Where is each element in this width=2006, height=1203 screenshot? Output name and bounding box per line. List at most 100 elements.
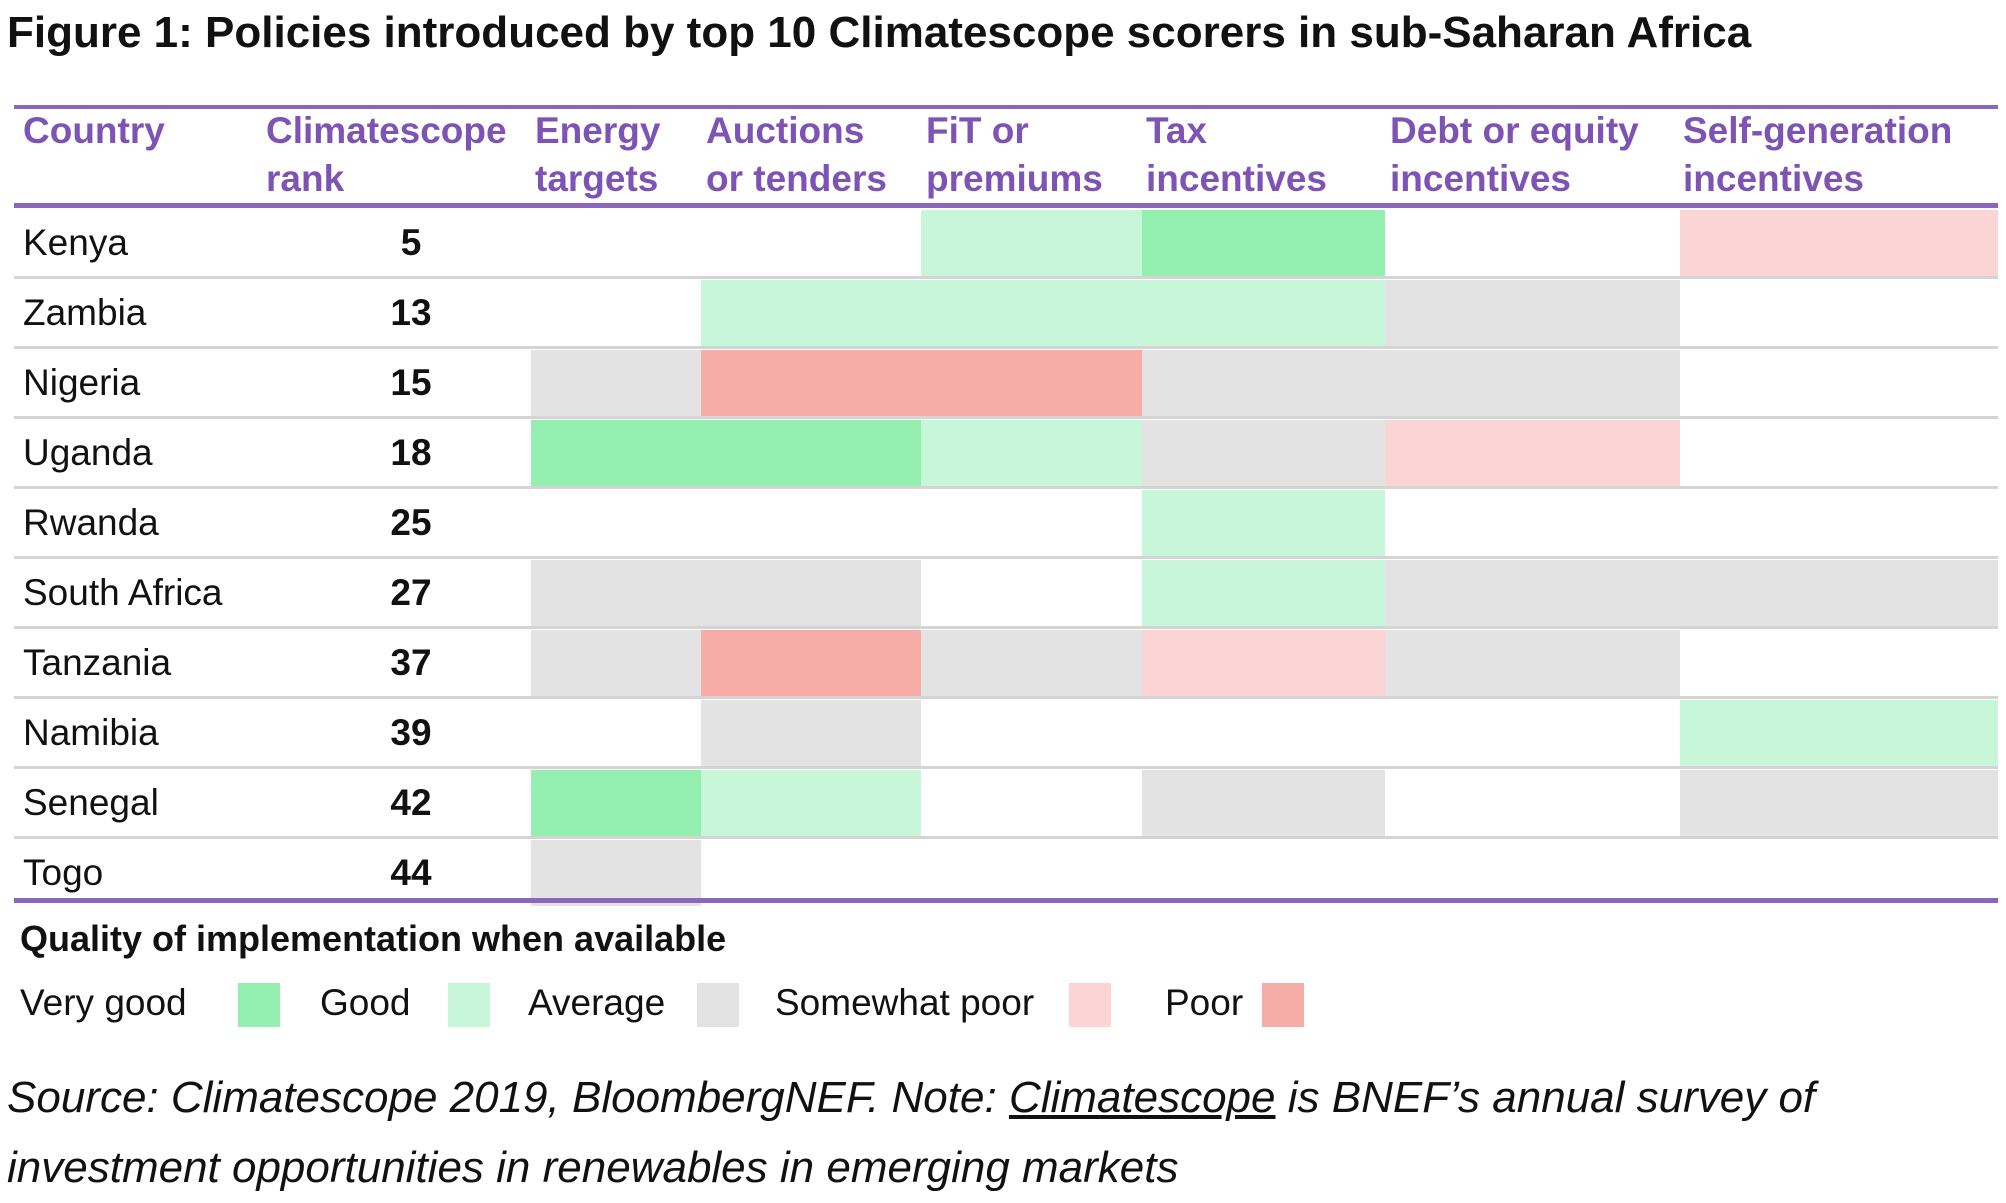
row-separator (14, 626, 1998, 629)
country-name: Uganda (23, 432, 153, 473)
legend-title: Quality of implementation when available (20, 918, 727, 959)
policy-cell-average (531, 350, 701, 416)
row-separator (14, 416, 1998, 419)
policy-cell-average (531, 560, 701, 626)
legend-swatch-poor (1262, 983, 1304, 1027)
table-row: Uganda 18 (14, 420, 1998, 490)
row-separator (14, 346, 1998, 349)
column-header: Auctions or tenders (706, 110, 887, 199)
table-top-rule (14, 105, 1998, 109)
country-name: Tanzania (23, 642, 172, 683)
policy-cell-average (1385, 350, 1680, 416)
country-name: South Africa (23, 572, 223, 613)
country-name: Togo (23, 852, 104, 893)
table-row: Nigeria 15 (14, 350, 1998, 420)
table-row: South Africa 27 (14, 560, 1998, 630)
legend-swatch-somewhat-poor (1069, 983, 1111, 1027)
legend-label-very-good: Very good (20, 982, 187, 1023)
policy-cell-average (1680, 560, 1998, 626)
policy-cell-somewhat-poor (1680, 210, 1998, 276)
table-row: Zambia 13 (14, 280, 1998, 350)
policy-cell-poor (921, 350, 1142, 416)
column-header: FiT or premiums (926, 110, 1103, 199)
climatescope-rank: 15 (390, 362, 432, 403)
policy-cell-average (1385, 630, 1680, 696)
row-separator (14, 836, 1998, 839)
legend-swatch-very-good (238, 983, 280, 1027)
policy-cell-average (701, 700, 921, 766)
policy-cell-good (921, 420, 1142, 486)
table-bottom-rule (14, 898, 1998, 903)
legend-label-average: Average (528, 982, 666, 1023)
policy-cell-average (1142, 770, 1385, 836)
policy-cell-very-good (531, 770, 701, 836)
policy-cell-average (921, 630, 1142, 696)
figure-title: Figure 1: Policies introduced by top 10 … (7, 8, 1752, 57)
source-suffix: is BNEF’s annual survey of investment op… (7, 1073, 1816, 1192)
table-row: Senegal 42 (14, 770, 1998, 840)
climatescope-rank: 13 (390, 292, 432, 333)
climatescope-rank: 39 (390, 712, 432, 753)
policy-cell-average (1680, 770, 1998, 836)
table-header-rule (14, 203, 1998, 208)
legend-label-somewhat-poor: Somewhat poor (775, 982, 1035, 1023)
policy-cell-average (1385, 280, 1680, 346)
legend-label-poor: Poor (1165, 982, 1244, 1023)
country-name: Namibia (23, 712, 159, 753)
policy-cell-good (1680, 700, 1998, 766)
climatescope-rank: 44 (390, 852, 432, 893)
row-separator (14, 696, 1998, 699)
row-separator (14, 486, 1998, 489)
climatescope-rank: 18 (390, 432, 432, 473)
policy-cell-good (701, 770, 921, 836)
policy-cell-average (531, 840, 701, 906)
climatescope-rank: 37 (390, 642, 432, 683)
policy-cell-somewhat-poor (1142, 630, 1385, 696)
policy-cell-good (921, 280, 1142, 346)
climatescope-rank: 27 (390, 572, 432, 613)
policy-cell-good (701, 280, 921, 346)
climatescope-rank: 25 (390, 502, 432, 543)
country-name: Rwanda (23, 502, 159, 543)
policy-cell-average (531, 630, 701, 696)
policy-cell-average (1142, 350, 1385, 416)
table-row: Rwanda 25 (14, 490, 1998, 560)
policy-cell-poor (701, 350, 921, 416)
country-name: Zambia (23, 292, 147, 333)
policy-cell-very-good (531, 420, 701, 486)
column-header: Debt or equity incentives (1390, 110, 1639, 199)
policy-cell-good (1142, 560, 1385, 626)
policy-cell-very-good (701, 420, 921, 486)
column-header: Climatescope rank (266, 110, 507, 199)
column-header: Country (23, 110, 165, 151)
column-header: Self-generation incentives (1683, 110, 1953, 199)
policy-cell-average (1385, 560, 1680, 626)
legend-swatch-good (448, 983, 490, 1027)
policy-cell-average (701, 560, 921, 626)
table-row: Namibia 39 (14, 700, 1998, 770)
source-prefix: Source: Climatescope 2019, BloombergNEF.… (7, 1073, 1009, 1122)
row-separator (14, 766, 1998, 769)
country-name: Nigeria (23, 362, 141, 403)
source-note: Source: Climatescope 2019, BloombergNEF.… (7, 1063, 2002, 1203)
policy-cell-somewhat-poor (1385, 420, 1680, 486)
column-header: Tax incentives (1146, 110, 1327, 199)
policy-cell-average (1142, 420, 1385, 486)
table-row: Tanzania 37 (14, 630, 1998, 700)
table-row: Kenya 5 (14, 210, 1998, 280)
climatescope-rank: 5 (400, 222, 422, 263)
climatescope-link[interactable]: Climatescope (1008, 1073, 1276, 1122)
policy-cell-good (1142, 280, 1385, 346)
policy-cell-good (1142, 490, 1385, 556)
legend-swatch-average (697, 983, 739, 1027)
row-separator (14, 556, 1998, 559)
row-separator (14, 276, 1998, 279)
table-row: Togo 44 (14, 840, 1998, 910)
policy-cell-very-good (1142, 210, 1385, 276)
country-name: Kenya (23, 222, 128, 263)
policy-cell-poor (701, 630, 921, 696)
country-name: Senegal (23, 782, 159, 823)
climatescope-rank: 42 (390, 782, 432, 823)
column-header: Energy targets (535, 110, 661, 199)
legend-label-good: Good (320, 982, 411, 1023)
